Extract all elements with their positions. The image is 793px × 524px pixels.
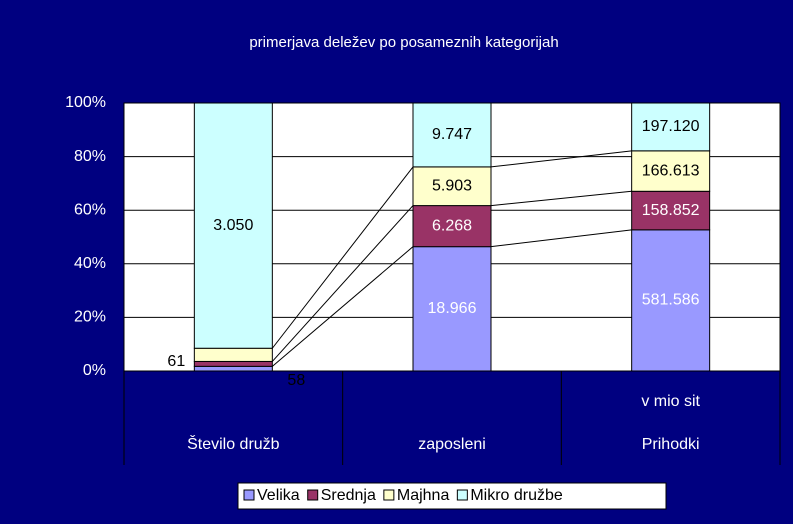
x-tick-label: zaposleni <box>418 436 486 453</box>
data-label: 6.268 <box>432 217 472 234</box>
data-label: 166.613 <box>642 162 700 179</box>
bar-segment <box>412 205 492 248</box>
data-label: 61 <box>167 353 185 370</box>
x-tick-label: Prihodki <box>642 436 700 453</box>
y-tick-label: 100% <box>65 94 106 111</box>
data-label: 9.747 <box>432 126 472 143</box>
legend-swatch <box>456 489 468 501</box>
legend-label: Velika <box>257 487 300 504</box>
x-tick-label: Število družb <box>187 434 280 453</box>
y-tick-label: 60% <box>74 201 106 218</box>
bar-segment <box>631 229 711 372</box>
legend-swatch <box>383 489 395 501</box>
annotation: v mio sit <box>641 393 700 410</box>
data-label: 18.966 <box>428 300 477 317</box>
bar-segment <box>631 102 711 152</box>
data-label: 197.120 <box>642 118 700 135</box>
bar-segment <box>193 347 273 362</box>
series-line <box>490 190 632 207</box>
legend-swatch <box>243 489 255 501</box>
bar-segment <box>193 102 273 349</box>
series-line <box>271 166 414 349</box>
series-line <box>272 246 414 367</box>
data-label: 581.586 <box>642 292 700 309</box>
legend-label: Mikro družbe <box>470 487 563 504</box>
legend-label: Srednja <box>321 487 376 504</box>
data-label: 158.852 <box>642 202 700 219</box>
legend <box>237 482 667 510</box>
data-label: 5.903 <box>432 177 472 194</box>
y-tick-label: 0% <box>83 362 106 379</box>
series-line <box>271 205 414 362</box>
legend-swatch <box>307 489 319 501</box>
bar-segment <box>193 360 273 367</box>
bar-segment <box>412 246 492 372</box>
chart-title: primerjava deležev po posameznih kategor… <box>249 34 558 51</box>
bar-segment <box>631 190 711 231</box>
y-tick-label: 40% <box>74 255 106 272</box>
bar-segment <box>412 102 492 168</box>
bar-segment <box>412 166 492 207</box>
data-label: 58 <box>287 372 305 389</box>
y-tick-label: 80% <box>74 148 106 165</box>
y-tick-label: 20% <box>74 309 106 326</box>
series-line <box>490 229 632 248</box>
bar-segment <box>193 365 273 372</box>
series-line <box>490 150 632 168</box>
bar-segment <box>631 150 711 192</box>
legend-label: Majhna <box>397 487 450 504</box>
data-label: 3.050 <box>213 217 253 234</box>
